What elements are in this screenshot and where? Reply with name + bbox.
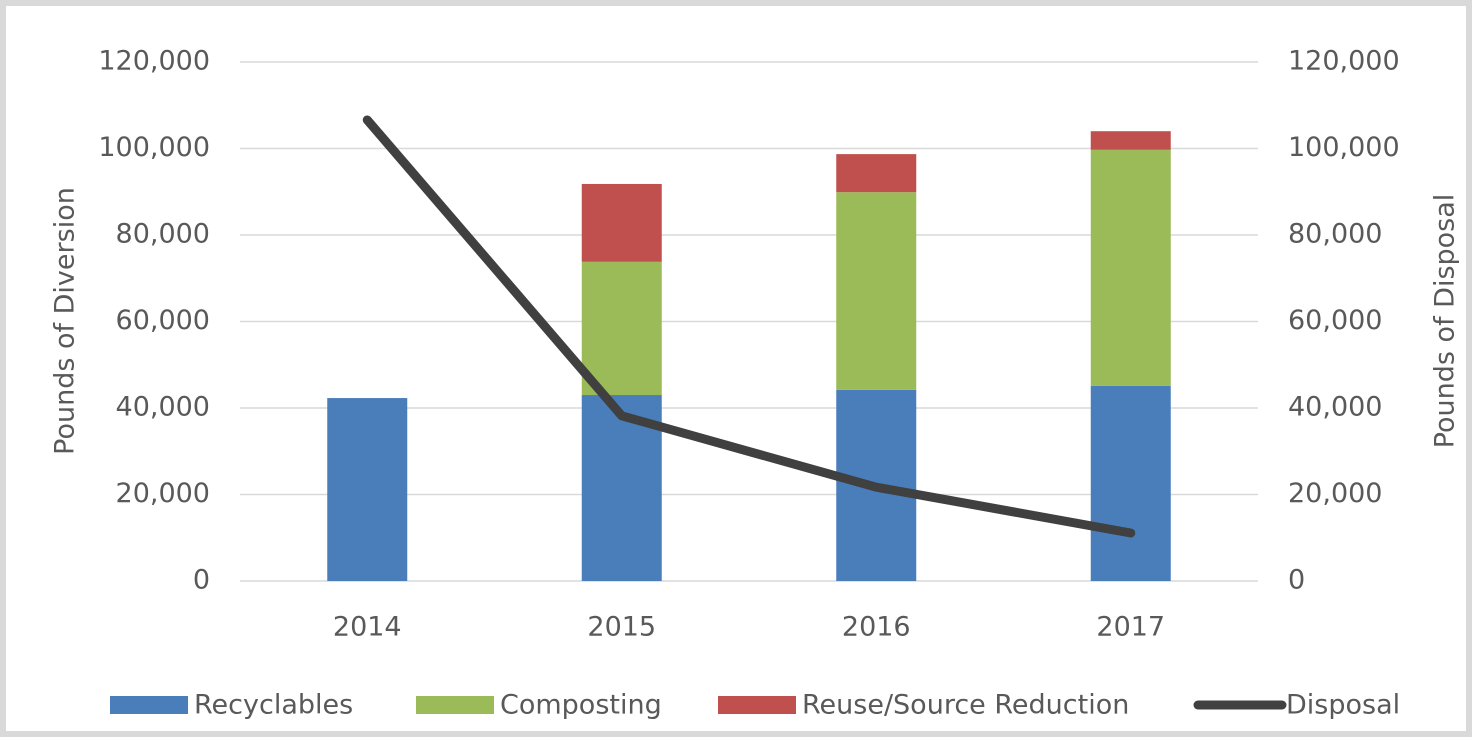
y-tick-label: 80,000 bbox=[116, 219, 210, 250]
y2-axis-title: Pounds of Disposal bbox=[1430, 194, 1461, 449]
bar-segment bbox=[836, 192, 917, 390]
legend-swatch bbox=[416, 696, 494, 714]
x-tick-label: 2015 bbox=[587, 612, 656, 643]
bar-segment bbox=[581, 183, 662, 262]
y2-tick-label: 100,000 bbox=[1288, 132, 1400, 163]
y2-tick-label: 40,000 bbox=[1288, 392, 1382, 423]
bar-segment bbox=[1090, 385, 1171, 581]
y2-tick-label: 120,000 bbox=[1288, 46, 1400, 77]
legend-label: Recyclables bbox=[194, 690, 353, 721]
legend-label: Reuse/Source Reduction bbox=[802, 690, 1129, 721]
line bbox=[362, 115, 1136, 538]
y-axis-title: Pounds of Diversion bbox=[50, 187, 81, 455]
y-tick-label: 40,000 bbox=[116, 392, 210, 423]
bar-segment bbox=[327, 398, 408, 581]
legend-label: Disposal bbox=[1286, 690, 1400, 721]
x-tick-label: 2016 bbox=[842, 612, 911, 643]
y2-tick-label: 80,000 bbox=[1288, 219, 1382, 250]
legend-label: Composting bbox=[500, 690, 662, 721]
x-tick-label: 2014 bbox=[333, 612, 402, 643]
y-tick-label: 0 bbox=[193, 565, 210, 596]
legend-swatch bbox=[718, 696, 796, 714]
legend-swatch bbox=[110, 696, 188, 714]
y-tick-label: 100,000 bbox=[98, 132, 210, 163]
bar-segment bbox=[1090, 131, 1171, 150]
y2-tick-label: 0 bbox=[1288, 565, 1305, 596]
bar-segment bbox=[1090, 149, 1171, 386]
y-tick-label: 120,000 bbox=[98, 46, 210, 77]
bar-segment bbox=[836, 154, 917, 193]
y2-tick-label: 20,000 bbox=[1288, 478, 1382, 509]
x-tick-label: 2017 bbox=[1096, 612, 1165, 643]
y-tick-label: 20,000 bbox=[116, 478, 210, 509]
y2-tick-label: 60,000 bbox=[1288, 305, 1382, 336]
bar-segment bbox=[581, 261, 662, 396]
y-tick-label: 60,000 bbox=[116, 305, 210, 336]
